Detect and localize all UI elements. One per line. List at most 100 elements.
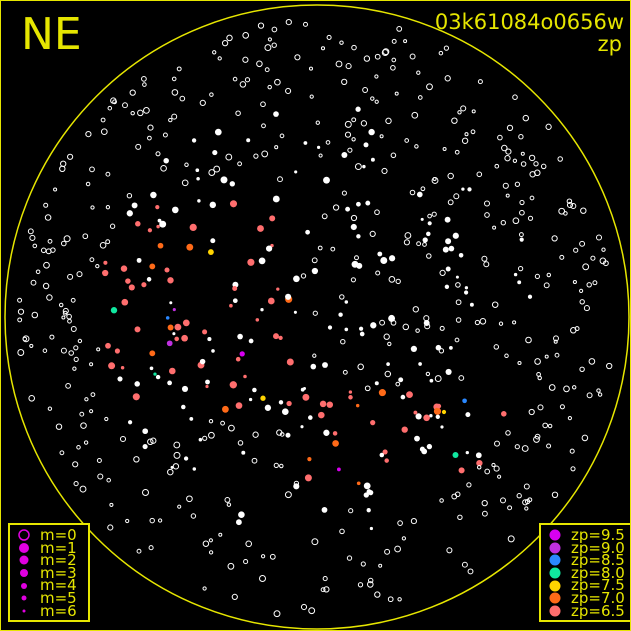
- star-marker: [59, 165, 66, 173]
- star-marker: [82, 233, 89, 240]
- star-marker: [558, 207, 566, 215]
- star-marker: [226, 34, 233, 42]
- star-marker: [601, 247, 606, 252]
- star-marker: [406, 391, 413, 399]
- star-marker: [592, 280, 598, 286]
- star-marker: [410, 345, 418, 353]
- star-marker: [61, 315, 66, 320]
- star-marker: [142, 428, 149, 435]
- star-marker: [315, 120, 320, 125]
- star-marker: [90, 392, 96, 397]
- star-marker: [167, 324, 174, 331]
- star-marker: [421, 448, 428, 455]
- star-marker: [191, 138, 197, 143]
- star-marker: [55, 423, 63, 430]
- star-marker: [330, 246, 336, 252]
- star-marker: [454, 149, 460, 155]
- star-marker: [167, 380, 172, 386]
- star-marker: [434, 375, 442, 383]
- star-marker: [229, 181, 235, 187]
- star-marker: [492, 225, 497, 230]
- star-marker: [506, 124, 514, 132]
- star-marker: [401, 536, 407, 541]
- star-marker: [105, 342, 111, 349]
- star-marker: [357, 582, 364, 588]
- star-marker: [168, 117, 173, 123]
- star-marker: [229, 200, 238, 208]
- star-marker: [171, 76, 177, 82]
- star-marker: [537, 404, 544, 411]
- star-marker: [186, 495, 193, 503]
- star-marker: [580, 207, 587, 214]
- star-marker: [173, 441, 181, 449]
- star-marker: [504, 155, 511, 162]
- star-marker: [351, 44, 357, 51]
- star-marker: [257, 22, 265, 29]
- star-marker: [281, 408, 289, 416]
- star-marker: [426, 83, 433, 91]
- star-marker: [498, 321, 504, 326]
- star-marker: [395, 278, 401, 285]
- star-marker: [226, 502, 232, 507]
- star-marker: [444, 216, 451, 223]
- star-marker: [63, 235, 71, 243]
- star-marker: [344, 131, 352, 138]
- star-marker: [258, 257, 266, 265]
- star-marker: [465, 412, 471, 418]
- star-marker: [342, 369, 348, 375]
- star-marker: [567, 415, 573, 421]
- star-marker: [120, 365, 125, 370]
- star-marker: [461, 137, 469, 144]
- star-marker: [517, 265, 524, 272]
- star-marker: [387, 341, 392, 347]
- star-marker: [362, 164, 366, 169]
- star-marker: [22, 335, 30, 343]
- star-marker: [325, 140, 331, 145]
- star-marker: [42, 348, 48, 353]
- star-marker: [255, 318, 260, 322]
- star-marker: [370, 96, 375, 101]
- star-marker: [439, 269, 446, 277]
- zp-legend-row: zp=8.5: [547, 553, 627, 567]
- star-marker: [127, 420, 133, 425]
- star-marker: [89, 257, 95, 263]
- star-marker: [455, 299, 462, 306]
- star-marker: [423, 315, 430, 322]
- star-marker: [462, 398, 467, 404]
- star-marker: [527, 294, 533, 299]
- star-marker: [84, 397, 89, 402]
- star-marker: [374, 53, 381, 60]
- magnitude-symbol-icon: [16, 567, 32, 579]
- star-marker: [72, 461, 79, 468]
- star-marker: [247, 258, 255, 266]
- star-marker: [484, 468, 491, 475]
- star-marker: [529, 195, 535, 201]
- star-marker: [147, 228, 153, 233]
- star-marker: [307, 456, 312, 462]
- magnitude-legend-label: m=5: [40, 588, 77, 607]
- star-marker: [375, 270, 381, 276]
- star-marker: [245, 540, 253, 548]
- star-marker: [351, 117, 357, 123]
- star-marker: [108, 362, 116, 370]
- star-marker: [166, 340, 173, 347]
- star-marker: [409, 53, 416, 60]
- star-marker: [120, 265, 128, 272]
- star-marker: [46, 294, 53, 301]
- star-marker: [251, 457, 258, 464]
- star-marker: [149, 350, 156, 357]
- star-marker: [523, 483, 530, 490]
- zp-color-swatch-icon: [547, 567, 563, 579]
- star-marker: [199, 99, 206, 107]
- star-marker: [264, 67, 270, 73]
- star-marker: [320, 46, 326, 51]
- star-marker: [512, 158, 518, 163]
- star-marker: [107, 524, 114, 531]
- star-marker: [525, 336, 532, 344]
- star-marker: [181, 385, 189, 392]
- star-marker: [273, 462, 279, 469]
- star-marker: [149, 517, 155, 524]
- star-marker: [273, 333, 279, 340]
- star-marker: [141, 282, 147, 288]
